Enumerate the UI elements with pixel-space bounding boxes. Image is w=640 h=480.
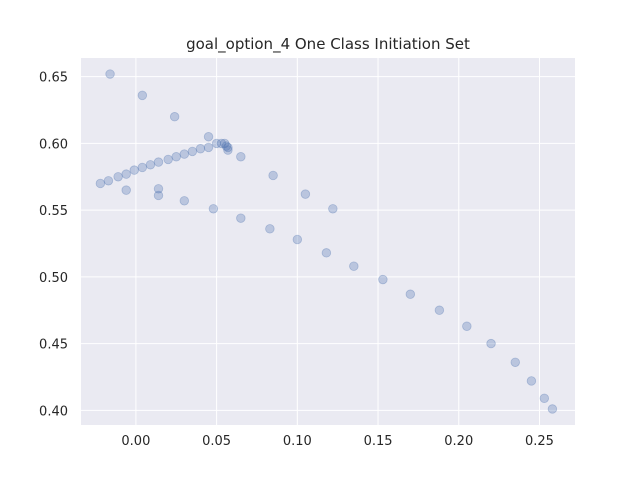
data-point — [95, 178, 106, 189]
data-point — [211, 138, 222, 149]
y-tick-label: 0.45 — [39, 338, 68, 353]
y-tick-label: 0.40 — [39, 404, 68, 419]
data-point — [208, 204, 219, 214]
data-point — [153, 190, 164, 201]
x-tick-label: 0.25 — [525, 434, 554, 449]
data-point — [328, 204, 338, 214]
data-point — [216, 138, 227, 149]
plot-area — [81, 58, 575, 425]
data-point — [292, 234, 303, 245]
grid-lines — [81, 58, 575, 425]
data-point — [103, 176, 114, 186]
data-point — [223, 142, 233, 153]
data-point — [219, 138, 230, 149]
data-point — [137, 90, 148, 101]
data-point — [169, 112, 180, 122]
data-point — [378, 274, 388, 285]
y-tick-label: 0.55 — [39, 204, 68, 219]
data-point — [268, 170, 278, 181]
data-point — [236, 213, 246, 223]
data-point — [462, 321, 472, 331]
x-axis-ticks: 0.00 0.05 0.10 0.15 0.20 0.25 — [121, 434, 554, 449]
data-point — [321, 248, 332, 258]
data-point — [187, 146, 198, 157]
data-point — [203, 142, 214, 153]
data-point — [510, 357, 520, 367]
x-tick-label: 0.00 — [121, 434, 150, 449]
data-points — [95, 69, 558, 414]
data-point — [547, 404, 558, 414]
data-point — [349, 261, 359, 271]
data-point — [203, 132, 214, 142]
data-point — [179, 149, 190, 159]
data-point — [153, 184, 164, 194]
data-point — [539, 393, 550, 404]
data-point — [113, 172, 123, 182]
data-point — [153, 157, 164, 167]
x-tick-label: 0.20 — [444, 434, 473, 449]
data-point — [434, 305, 445, 315]
data-point — [486, 338, 496, 349]
y-tick-label: 0.50 — [39, 271, 68, 286]
data-point — [137, 162, 148, 173]
data-point — [221, 141, 231, 151]
chart-title: goal_option_4 One Class Initiation Set — [186, 35, 470, 54]
data-point — [121, 185, 131, 195]
y-axis-ticks: 0.40 0.45 0.50 0.55 0.60 0.65 — [39, 71, 68, 420]
data-point — [105, 69, 115, 79]
data-point — [195, 144, 206, 154]
data-point — [265, 224, 275, 234]
data-point — [179, 196, 190, 206]
data-point — [163, 154, 173, 165]
data-point — [129, 165, 139, 175]
y-tick-label: 0.65 — [39, 71, 68, 86]
y-tick-label: 0.60 — [39, 137, 68, 152]
data-point — [171, 152, 181, 162]
data-point — [236, 152, 246, 162]
x-tick-label: 0.05 — [202, 434, 231, 449]
x-tick-label: 0.15 — [364, 434, 393, 449]
data-point — [300, 189, 311, 199]
data-point — [121, 169, 131, 179]
data-point — [223, 145, 233, 155]
data-point — [145, 160, 156, 170]
x-tick-label: 0.10 — [283, 434, 312, 449]
data-point — [405, 289, 416, 299]
data-point — [526, 376, 537, 386]
